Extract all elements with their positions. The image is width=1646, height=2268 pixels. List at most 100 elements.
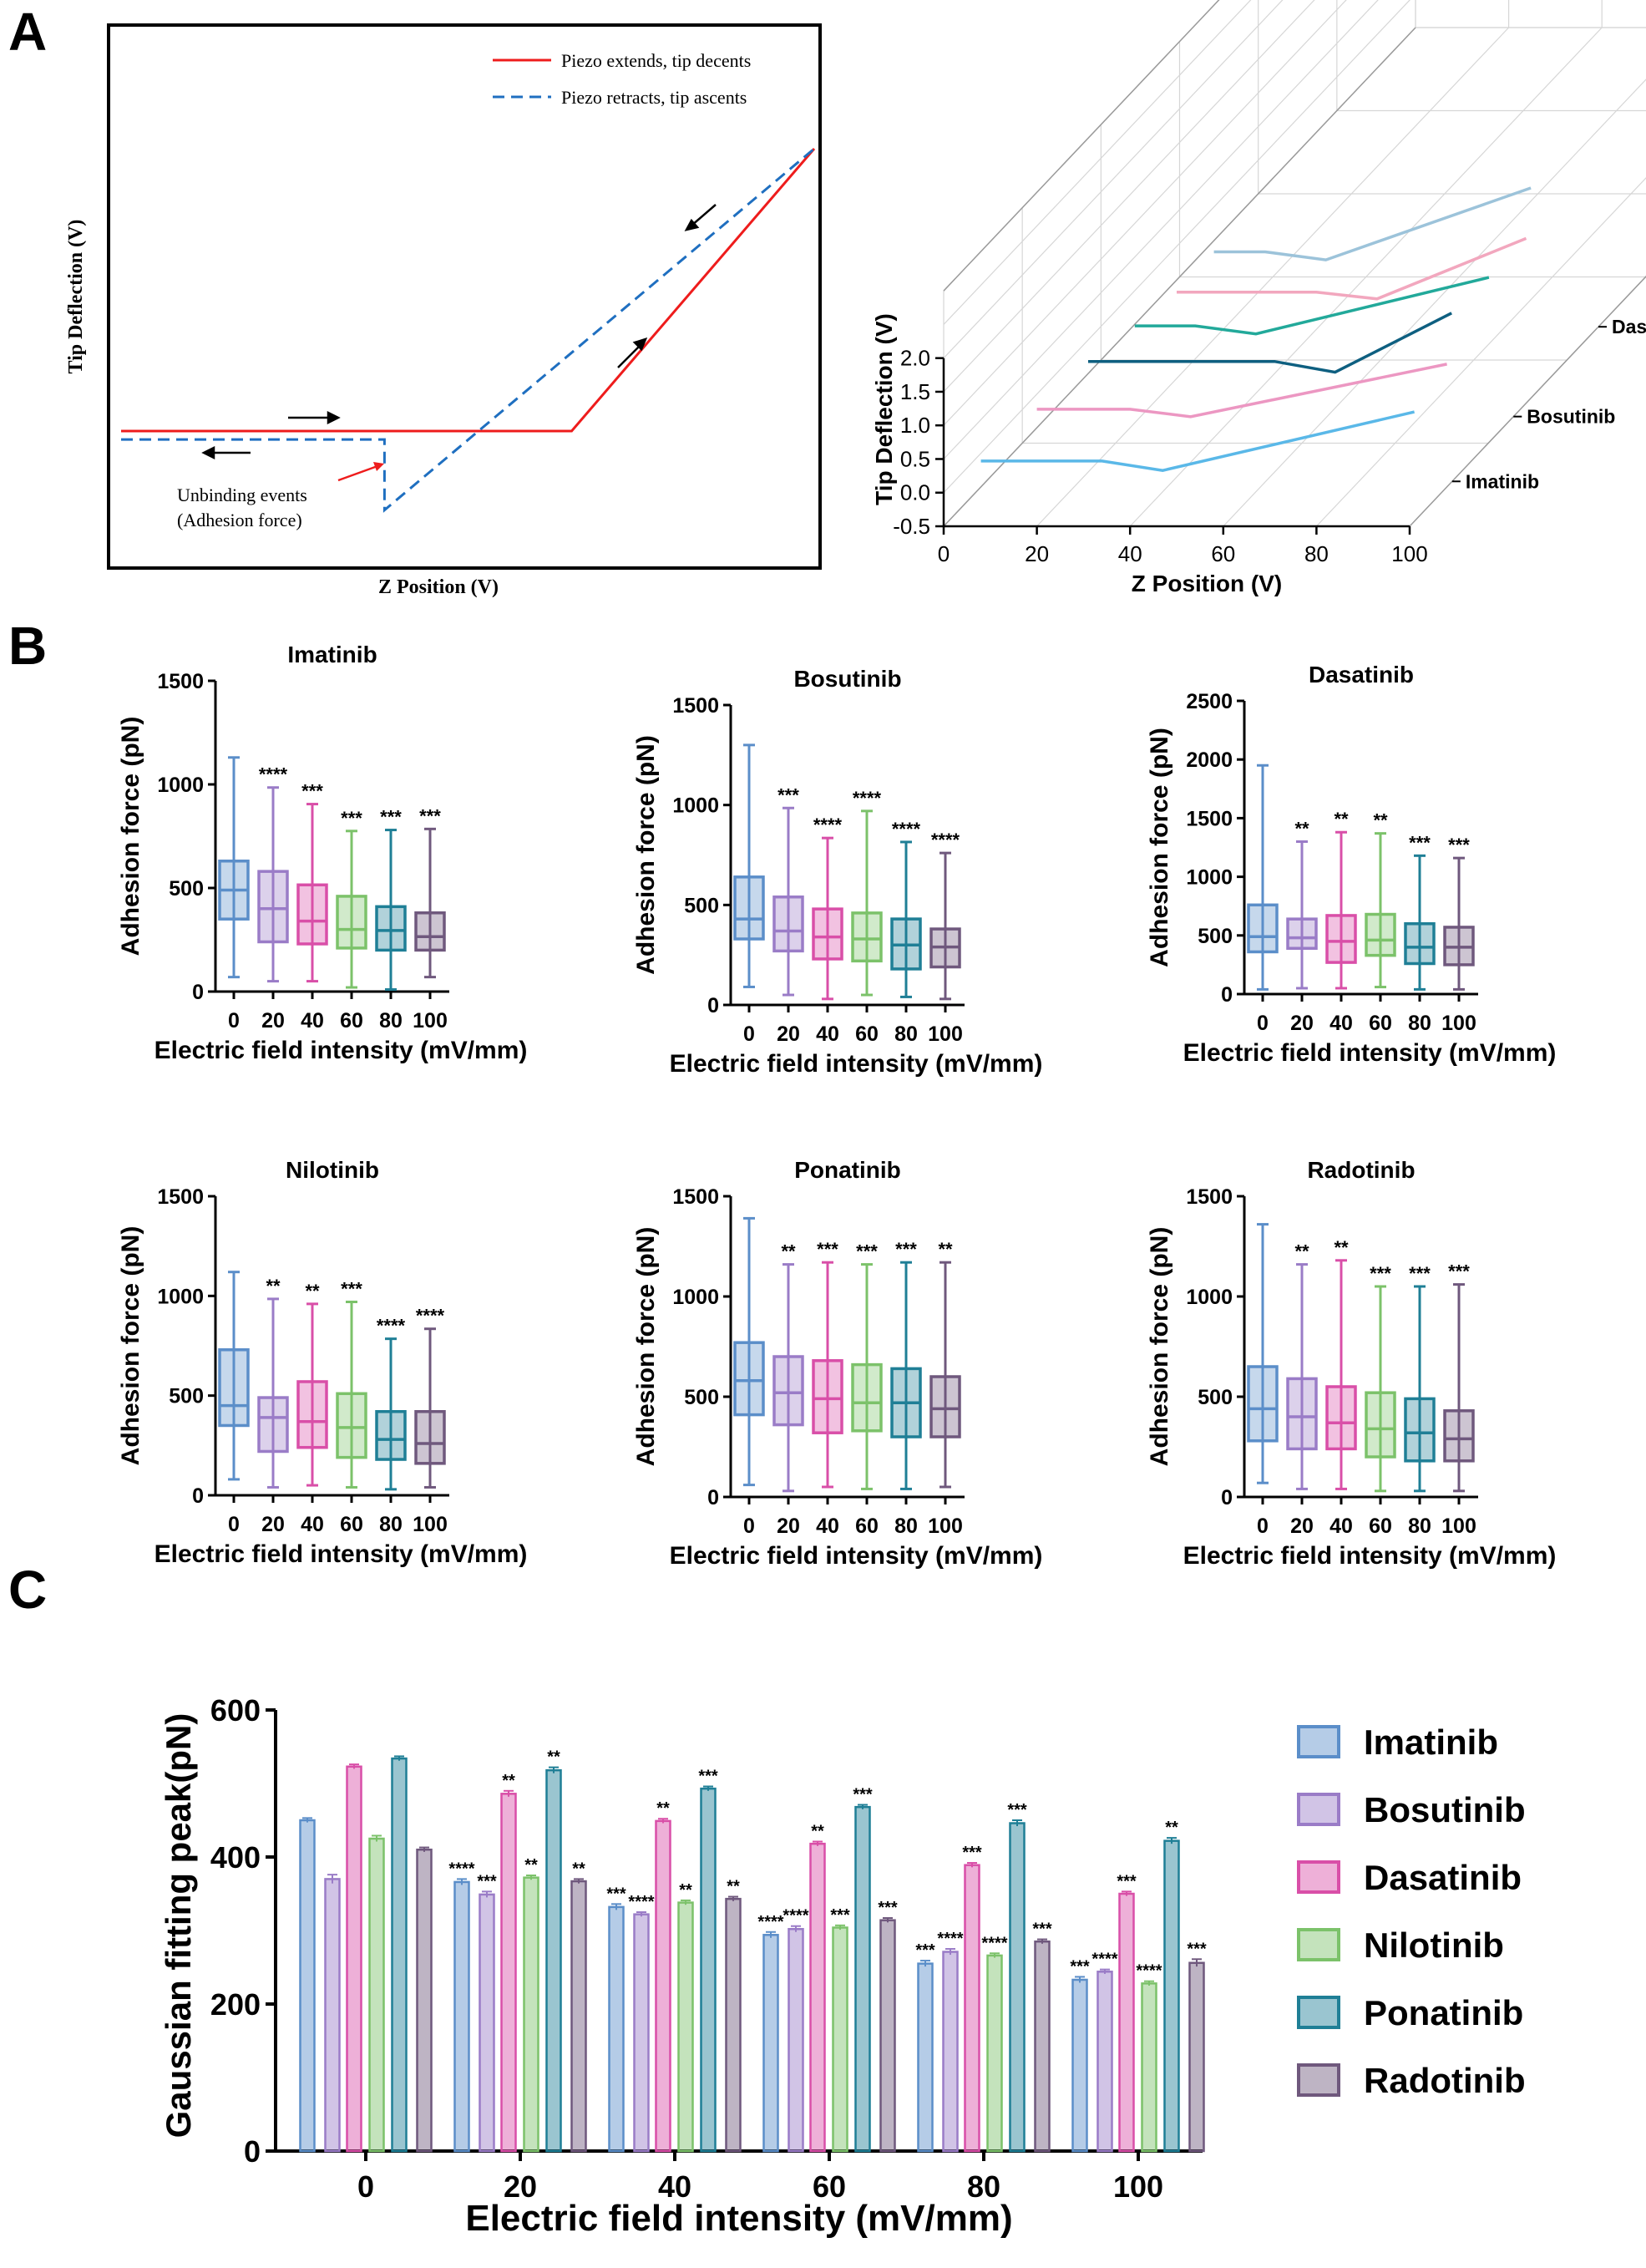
series-curve (1213, 186, 1532, 261)
x-tick-label: 80 (379, 1513, 403, 1536)
y-tick-label: 500 (684, 1386, 719, 1409)
significance-label: ** (1294, 1241, 1309, 1262)
significance-label: *** (341, 808, 362, 829)
box-plot-nilotinib: 0 500 1000 1500 0 20 ** 40 ** 60 *** 80 **** 100 **** N… (117, 1157, 527, 1568)
significance-label: **** (628, 1893, 654, 1911)
box (296, 883, 328, 946)
y-tick-label: 500 (1198, 925, 1233, 948)
box (375, 905, 407, 952)
x-tick-label: 0 (743, 1515, 755, 1538)
legend-label: Dasatinib (1364, 1858, 1522, 1897)
box (375, 1410, 407, 1461)
x-tick-label: 60 (1211, 541, 1235, 566)
bar (917, 1962, 934, 2153)
significance-label: *** (1117, 1872, 1137, 1890)
box (812, 1359, 843, 1434)
bar (391, 1757, 408, 2153)
bar (416, 1848, 433, 2153)
axis-edge (943, 27, 1416, 527)
annotation-line2: (Adhesion force) (177, 510, 302, 530)
series-label: Imatinib (1466, 470, 1539, 492)
significance-label: **** (853, 788, 882, 809)
box (1325, 914, 1357, 964)
y-axis-title: Adhesion force (pN) (117, 1226, 144, 1466)
bar (788, 1927, 804, 2153)
y-tick-label: 1000 (672, 794, 719, 818)
y-tick-label: 600 (210, 1693, 261, 1728)
box (1365, 912, 1396, 957)
force-curve-chart: Piezo extends, tip decents Piezo retract… (65, 23, 822, 598)
bar (453, 1880, 470, 2153)
x-tick-label: 100 (413, 1513, 448, 1536)
significance-label: **** (892, 819, 921, 840)
x-axis-title: Electric field intensity (mV/mm) (670, 1542, 1043, 1570)
grid-line (943, 0, 1315, 393)
bar (570, 1880, 587, 2153)
y-tick-label: 0.0 (900, 480, 930, 505)
x-tick-label: 80 (379, 1009, 403, 1033)
x-tick-label: 100 (1391, 541, 1427, 566)
bar (545, 1768, 562, 2153)
direction-arrows (201, 204, 717, 460)
box-plot-bosutinib: 0 500 1000 1500 0 20 *** 40 **** 60 **** 80 **** 100 *… (632, 666, 1042, 1078)
box (1365, 1391, 1396, 1459)
x-tick-label: 80 (967, 2169, 1000, 2204)
significance-label: ** (1334, 809, 1349, 830)
annotation-arrow (337, 464, 378, 482)
y-tick-label: 0 (192, 1484, 204, 1508)
box-plot-dasatinib: 0 500 1000 1500 2000 2500 0 20 ** 40 ** 60 ** 80 *** 10… (1146, 662, 1556, 1067)
significance-label: ** (502, 1772, 515, 1790)
annotation-arrowhead (373, 462, 384, 471)
y-tick-label: 500 (169, 877, 204, 901)
y-axis-title: Gaussian fitting peak(pN) (159, 1713, 198, 2139)
x-tick-label: 100 (928, 1515, 963, 1538)
significance-label: ** (266, 1276, 281, 1296)
significance-label: *** (1370, 1263, 1391, 1284)
grid-line (943, 0, 1379, 459)
significance-label: *** (1448, 1261, 1470, 1282)
significance-label: *** (830, 1906, 850, 1925)
significance-label: *** (962, 1844, 982, 1862)
significance-label: **** (931, 830, 960, 850)
y-tick-label: 200 (210, 1987, 261, 2022)
box-plot-ponatinib: 0 500 1000 1500 0 20 ** 40 *** 60 *** 80 *** 100 ** Pon… (632, 1157, 1042, 1570)
y-axis-title: Tip Deflection (V) (65, 220, 87, 374)
legend-label: Imatinib (1364, 1723, 1498, 1762)
x-tick-label: 100 (1441, 1012, 1476, 1035)
significance-label: ** (1165, 1819, 1178, 1837)
grid-line (943, 0, 1347, 426)
bar (346, 1765, 362, 2153)
bar (479, 1893, 495, 2153)
significance-label: *** (1007, 1801, 1027, 1819)
x-tick-label: 60 (813, 2169, 846, 2204)
x-tick-label: 80 (1408, 1012, 1431, 1035)
legend-swatch (1297, 1928, 1340, 1961)
y-tick-label: 2500 (1186, 690, 1233, 713)
x-axis-title: Electric field intensity (mV/mm) (670, 1050, 1043, 1078)
grid-line (943, 0, 1284, 359)
x-axis-title: Electric field intensity (mV/mm) (154, 1037, 528, 1064)
x-tick-label: 40 (1118, 541, 1142, 566)
bar (809, 1842, 826, 2153)
series-curve (980, 410, 1415, 472)
significance-label: **** (1136, 1962, 1162, 1981)
significance-label: *** (915, 1941, 935, 1960)
significance-label: **** (782, 1907, 808, 1926)
y-tick-label: 500 (1198, 1386, 1233, 1409)
y-tick-label: 1000 (157, 774, 204, 797)
series-curve (1088, 312, 1452, 374)
retract-curve (121, 147, 815, 513)
y-tick-label: 0 (707, 994, 719, 1017)
extend-curve (121, 148, 816, 433)
y-tick-label: 0 (192, 981, 204, 1004)
grid-line (943, 0, 1252, 325)
bar (608, 1905, 625, 2153)
x-axis-title: Electric field intensity (mV/mm) (1183, 1039, 1557, 1067)
box (257, 1396, 289, 1454)
x-tick-label: 80 (1408, 1515, 1431, 1538)
significance-label: ** (656, 1799, 670, 1818)
y-tick-label: 0 (1221, 983, 1233, 1007)
plot-title: Radotinib (1307, 1157, 1415, 1183)
box (414, 1410, 446, 1465)
